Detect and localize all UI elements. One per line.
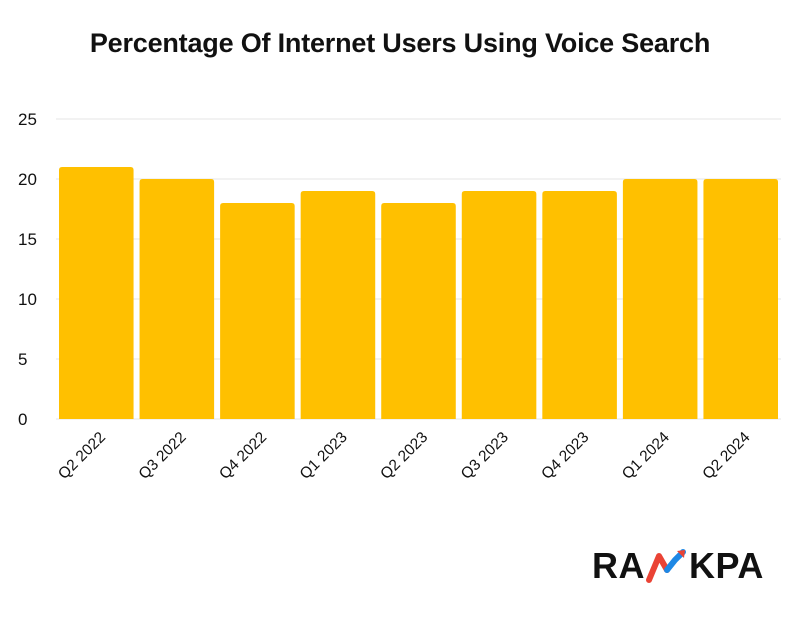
x-tick-label: Q1 2023 — [297, 429, 351, 483]
y-tick-label: 20 — [18, 170, 37, 189]
logo-text-right: KPA — [689, 545, 764, 586]
x-tick-label: Q4 2022 — [216, 429, 270, 483]
x-tick-label: Q2 2022 — [55, 429, 109, 483]
x-tick-label: Q2 2023 — [377, 429, 431, 483]
x-tick-label: Q3 2023 — [458, 429, 512, 483]
y-tick-label: 10 — [18, 290, 37, 309]
y-tick-label: 15 — [18, 230, 37, 249]
y-tick-label: 25 — [18, 110, 37, 129]
rankpa-logo: RA KPA — [592, 546, 764, 586]
logo-arrow-icon — [646, 549, 686, 583]
bar-q1-2024 — [622, 179, 698, 419]
y-tick-label: 0 — [18, 410, 27, 429]
bar-q3-2023 — [461, 191, 537, 419]
x-tick-label: Q4 2023 — [538, 429, 592, 483]
bar-q2-2022 — [59, 167, 134, 419]
bar-q4-2022 — [220, 203, 295, 419]
logo-text-left: RA — [592, 545, 645, 586]
bar-q3-2022 — [139, 179, 215, 419]
x-tick-label: Q2 2024 — [699, 429, 753, 483]
bar-q4-2023 — [542, 191, 617, 419]
y-axis-tick-labels: 0 5 10 15 20 25 — [18, 110, 37, 429]
y-tick-label: 5 — [18, 350, 27, 369]
x-axis-tick-labels: Q2 2022 Q3 2022 Q4 2022 Q1 2023 Q2 2023 Q3 20… — [55, 429, 754, 483]
bar-q1-2023 — [300, 191, 376, 419]
x-tick-label: Q3 2022 — [136, 429, 190, 483]
bar-q2-2024 — [703, 179, 778, 419]
x-tick-label: Q1 2024 — [619, 429, 673, 483]
chart-title: Percentage Of Internet Users Using Voice… — [89, 28, 711, 58]
bars — [59, 167, 778, 419]
bar-q2-2023 — [381, 203, 456, 419]
